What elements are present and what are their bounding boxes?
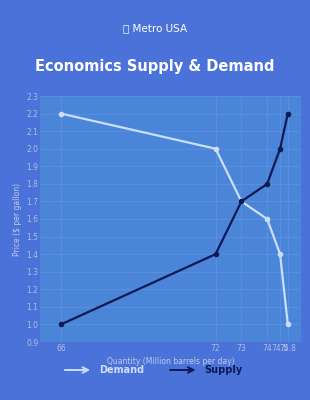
X-axis label: Quantity (Million barrels per day): Quantity (Million barrels per day)	[107, 357, 234, 366]
Text: Demand: Demand	[99, 365, 144, 375]
Text: Supply: Supply	[205, 365, 243, 375]
Text: 🔒 Metro USA: 🔒 Metro USA	[123, 24, 187, 34]
Text: Economics Supply & Demand: Economics Supply & Demand	[35, 58, 275, 74]
Y-axis label: Price ($ per gallon): Price ($ per gallon)	[13, 182, 22, 256]
